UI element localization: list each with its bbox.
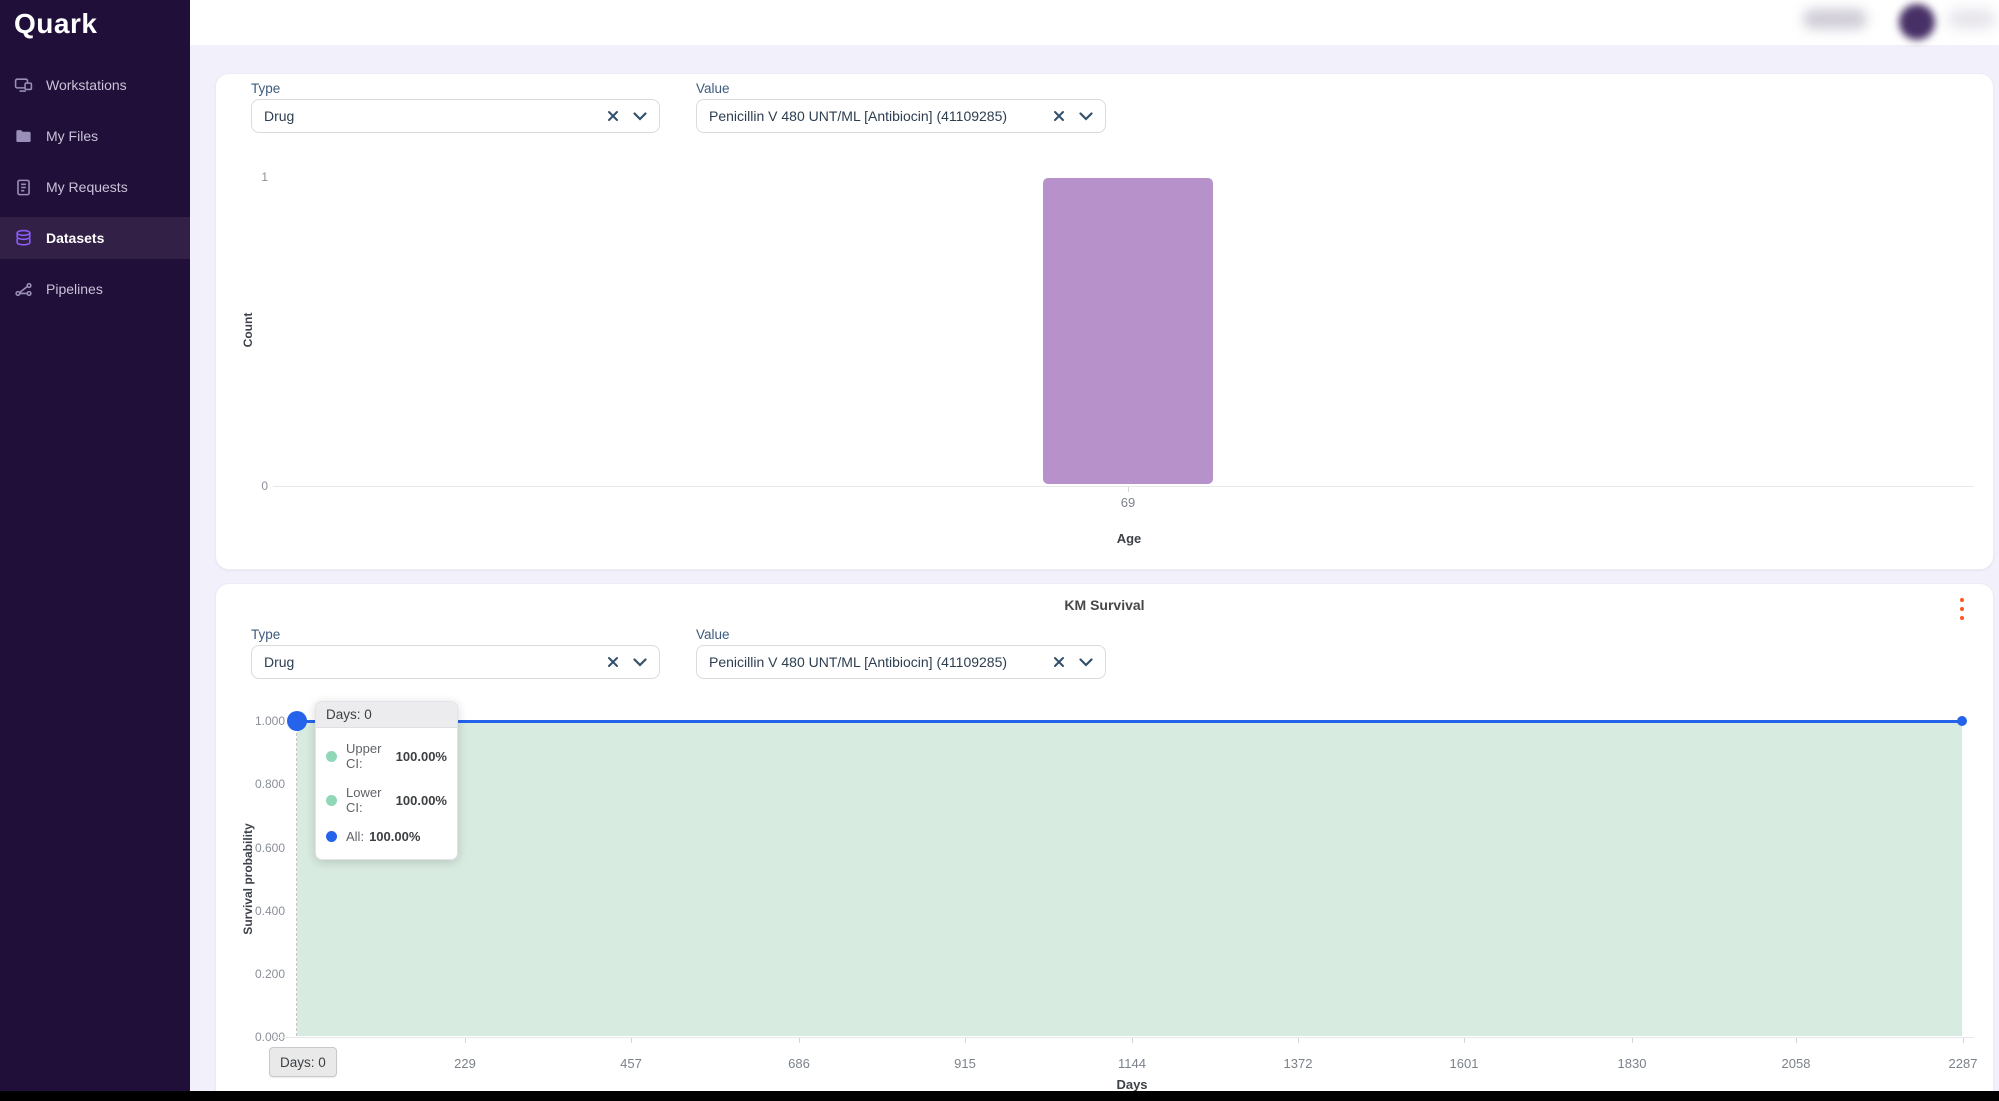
x-tick: 1830 — [1617, 1056, 1647, 1071]
sidebar-item-label: My Requests — [46, 179, 128, 195]
type-select[interactable]: Drug — [251, 99, 660, 133]
blurred-label — [1948, 10, 1996, 28]
x-axis-line — [273, 486, 1974, 487]
type-label: Type — [251, 627, 281, 642]
value-label: Value — [696, 627, 730, 642]
requests-icon — [13, 177, 33, 197]
tooltip-row-lower-ci: Lower CI: 100.00% — [316, 778, 457, 822]
value-label: Value — [696, 81, 730, 96]
x-axis-title: Days — [1116, 1077, 1148, 1092]
age-histogram-card: Type Drug Value Penicillin V 480 UNT/ML … — [215, 73, 1994, 570]
survival-point-end[interactable] — [1957, 716, 1967, 726]
histogram-bar[interactable] — [1043, 178, 1213, 484]
sidebar-item-datasets[interactable]: Datasets — [0, 217, 190, 259]
chart-tooltip: Days: 0 Upper CI: 100.00% Lower CI: 100.… — [315, 701, 458, 860]
y-tick: 1 — [261, 170, 268, 184]
type-label: Type — [251, 81, 281, 96]
x-tick-mark — [1128, 487, 1129, 492]
cursor-dashed-line — [296, 723, 297, 1036]
x-tick: 1601 — [1449, 1056, 1479, 1071]
survival-point-start[interactable] — [287, 711, 307, 731]
topbar — [190, 0, 1999, 45]
upper-ci-dot-icon — [326, 750, 337, 762]
chevron-down-icon[interactable] — [633, 657, 647, 667]
type-select[interactable]: Drug — [251, 645, 660, 679]
lower-ci-dot-icon — [326, 794, 337, 806]
survival-line[interactable] — [297, 720, 1962, 723]
pipelines-icon — [13, 279, 33, 299]
sidebar-item-label: Pipelines — [46, 281, 103, 297]
sidebar-item-label: Workstations — [46, 77, 127, 93]
value-select-value: Penicillin V 480 UNT/ML [Antibiocin] (41… — [709, 654, 1008, 670]
clear-icon[interactable] — [607, 110, 619, 122]
x-tick: 915 — [954, 1056, 976, 1071]
blurred-button[interactable] — [1803, 9, 1867, 29]
x-axis-title: Age — [1116, 531, 1142, 546]
window-bottom-edge — [0, 1091, 1999, 1101]
tooltip-row-upper-ci: Upper CI: 100.00% — [316, 734, 457, 778]
sidebar-nav: Workstations My Files My Requests Datase… — [0, 64, 190, 319]
x-tick: 686 — [788, 1056, 810, 1071]
tooltip-row-all: All: 100.00% — [316, 822, 457, 851]
type-select-value: Drug — [264, 654, 295, 670]
x-axis-line — [273, 1037, 1974, 1038]
card-title: KM Survival — [1064, 597, 1145, 613]
kebab-menu-icon[interactable] — [1954, 598, 1970, 620]
y-tick: 0.000 — [254, 1030, 285, 1044]
clear-icon[interactable] — [1053, 110, 1065, 122]
x-tick: 69 — [1120, 495, 1136, 510]
y-tick: 0.800 — [254, 777, 285, 791]
sidebar-item-label: Datasets — [46, 230, 105, 246]
sidebar-item-my-requests[interactable]: My Requests — [0, 166, 190, 208]
y-tick: 0.200 — [254, 967, 285, 981]
user-avatar[interactable] — [1899, 4, 1935, 40]
x-tick: 2058 — [1781, 1056, 1811, 1071]
sidebar-item-workstations[interactable]: Workstations — [0, 64, 190, 106]
chevron-down-icon[interactable] — [1079, 657, 1093, 667]
sidebar-item-label: My Files — [46, 128, 99, 144]
days-slider-chip[interactable]: Days: 0 — [269, 1047, 337, 1077]
km-survival-card: KM Survival Type Drug Value Penicillin V… — [215, 583, 1994, 1101]
y-tick: 0 — [261, 479, 268, 493]
sidebar-item-pipelines[interactable]: Pipelines — [0, 268, 190, 310]
y-tick: 0.400 — [254, 904, 285, 918]
files-icon — [13, 126, 33, 146]
type-select-value: Drug — [264, 108, 295, 124]
tooltip-header: Days: 0 — [316, 702, 457, 728]
chevron-down-icon[interactable] — [633, 111, 647, 121]
x-tick: 2287 — [1948, 1056, 1978, 1071]
y-axis-title: Count — [241, 312, 255, 348]
y-tick: 1.000 — [254, 714, 285, 728]
x-tick: 1144 — [1118, 1056, 1146, 1071]
chevron-down-icon[interactable] — [1079, 111, 1093, 121]
x-tick: 1372 — [1283, 1056, 1313, 1071]
workstations-icon — [13, 75, 33, 95]
value-select[interactable]: Penicillin V 480 UNT/ML [Antibiocin] (41… — [696, 645, 1106, 679]
value-select[interactable]: Penicillin V 480 UNT/ML [Antibiocin] (41… — [696, 99, 1106, 133]
confidence-interval-area — [297, 723, 1962, 1036]
y-axis-title: Survival probability — [241, 823, 255, 935]
sidebar-item-my-files[interactable]: My Files — [0, 115, 190, 157]
x-tick: 457 — [620, 1056, 642, 1071]
app-logo: Quark — [14, 8, 98, 39]
y-tick: 0.600 — [254, 841, 285, 855]
x-tick: 229 — [454, 1056, 476, 1071]
clear-icon[interactable] — [607, 656, 619, 668]
datasets-icon — [13, 228, 33, 248]
clear-icon[interactable] — [1053, 656, 1065, 668]
sidebar: Quark Workstations My Files My Requests — [0, 0, 190, 1101]
value-select-value: Penicillin V 480 UNT/ML [Antibiocin] (41… — [709, 108, 1008, 124]
all-series-dot-icon — [326, 831, 337, 842]
